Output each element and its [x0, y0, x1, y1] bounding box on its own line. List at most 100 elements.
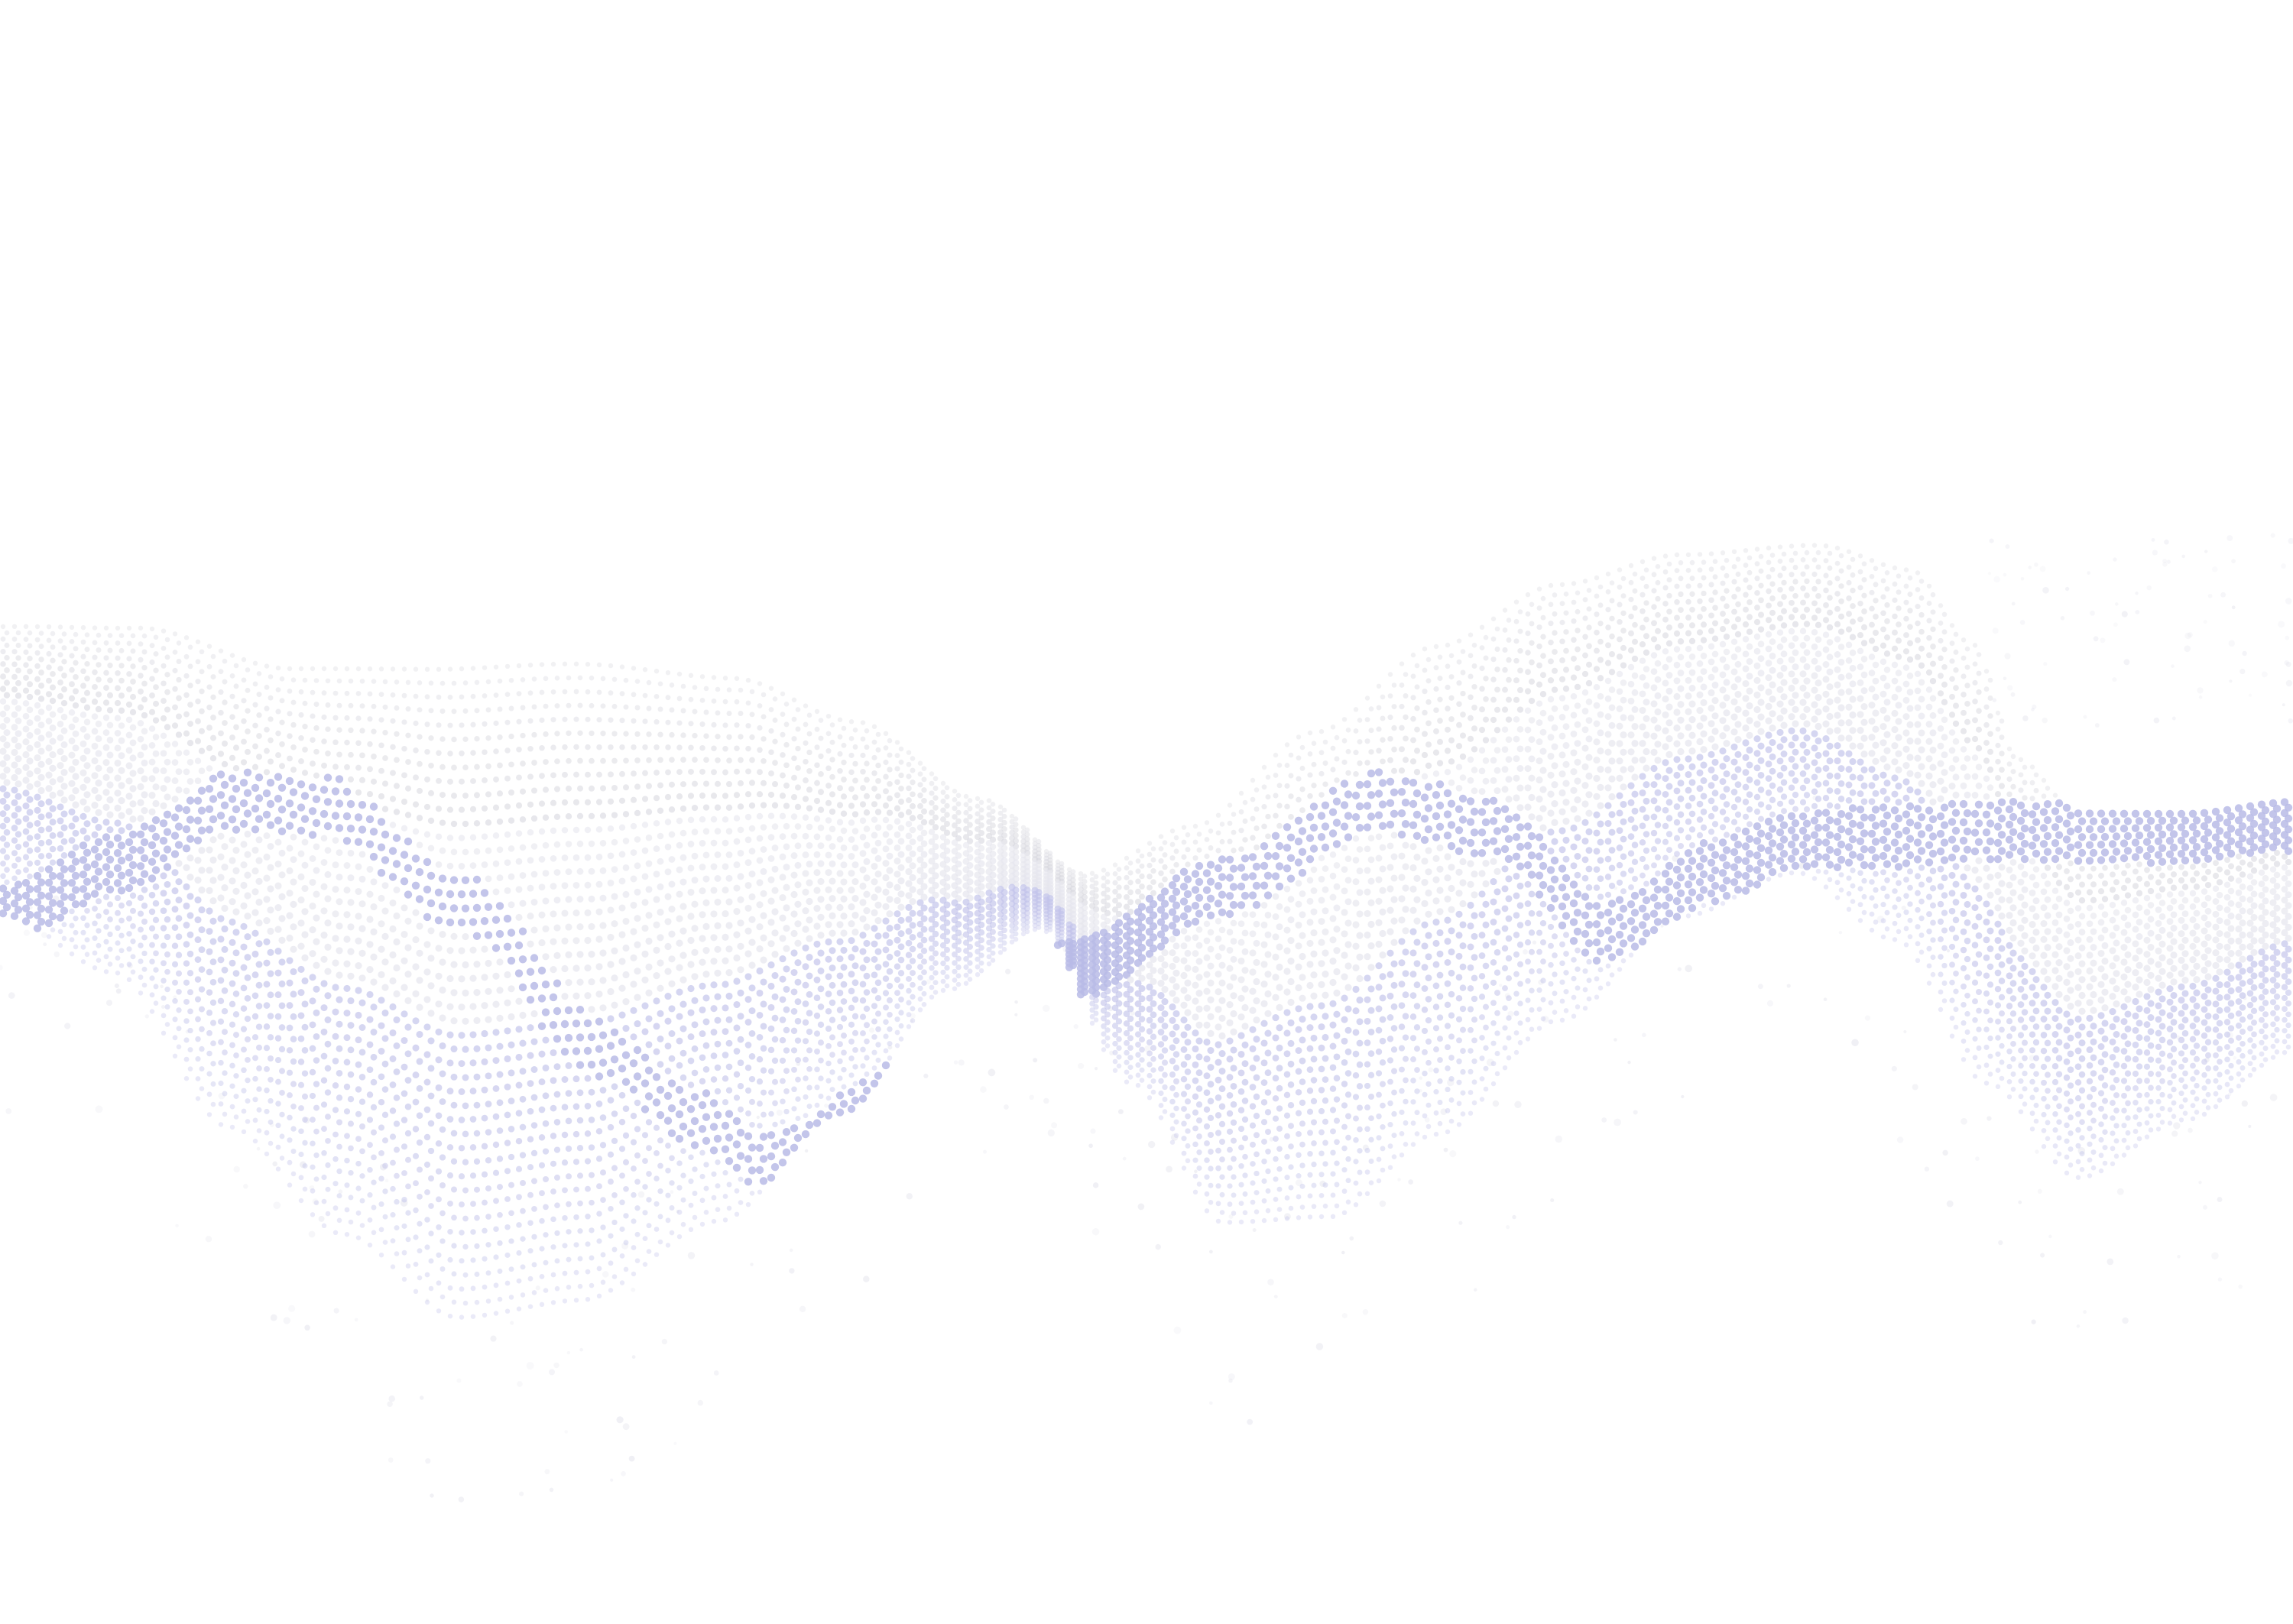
ribbon-dot [645, 1145, 653, 1152]
ribbon-dot [435, 861, 443, 868]
dust-dot [2034, 562, 2038, 567]
ribbon-dot [209, 1019, 217, 1026]
ribbon-dot [244, 871, 251, 879]
ribbon-dot [11, 875, 18, 882]
ribbon-dot [1101, 898, 1107, 905]
dust-dot [2238, 1284, 2243, 1289]
ribbon-dot [459, 750, 465, 757]
ribbon-dot [3, 767, 11, 774]
ribbon-dot [588, 1117, 595, 1123]
ribbon-dot [251, 1034, 259, 1041]
ribbon-dot [1116, 867, 1122, 872]
ribbon-dot [715, 710, 721, 716]
dust-dot [2048, 1234, 2052, 1239]
ribbon-dot [394, 757, 400, 763]
ribbon-dot [297, 850, 305, 857]
ribbon-dot [688, 673, 694, 678]
ribbon-dot [359, 1198, 365, 1204]
ribbon-dot [45, 798, 53, 806]
ribbon-dot [37, 721, 45, 729]
ribbon-dot [462, 1187, 469, 1194]
ribbon-dot [860, 785, 866, 792]
ribbon-dot [278, 915, 286, 922]
ribbon-dot [944, 785, 950, 791]
ribbon-dot [149, 692, 155, 699]
ribbon-dot [783, 1026, 790, 1034]
dust-dot [269, 1122, 274, 1127]
ribbon-dot [462, 764, 469, 771]
ribbon-dot [897, 851, 905, 858]
ribbon-dot [1112, 871, 1118, 877]
ribbon-dot [527, 1136, 534, 1143]
ribbon-dot [172, 704, 178, 711]
ribbon-dot [573, 716, 579, 722]
ribbon-dot [290, 767, 297, 773]
ribbon-dot [72, 787, 79, 795]
ribbon-dot [634, 862, 641, 870]
ribbon-dot [297, 1012, 305, 1019]
ribbon-dot [290, 1103, 297, 1110]
ribbon-dot [378, 717, 384, 723]
ribbon-dot [748, 802, 756, 809]
ribbon-dot [699, 674, 705, 679]
ribbon-dot [585, 662, 591, 667]
ribbon-dot [663, 1117, 673, 1125]
ribbon-dot [140, 870, 149, 878]
ribbon-dot [767, 1131, 776, 1139]
ribbon-dot [33, 924, 42, 932]
ribbon-dot [336, 971, 343, 979]
ribbon-dot [438, 874, 447, 883]
ribbon-dot [668, 930, 676, 938]
ribbon-dot [840, 878, 848, 886]
ribbon-dot [527, 1080, 534, 1088]
dust-dot [425, 1298, 430, 1302]
ribbon-dot [469, 862, 477, 869]
ribbon-dot [1066, 867, 1072, 873]
ribbon-dot [691, 852, 699, 860]
ribbon-dot [95, 735, 102, 742]
ribbon-dot [634, 1178, 641, 1185]
ribbon-dot [909, 898, 916, 906]
dust-dot [2042, 717, 2048, 724]
ribbon-dot [542, 1148, 550, 1155]
ribbon-dot [813, 887, 821, 894]
ribbon-dot [313, 1104, 320, 1111]
ribbon-dot [447, 1228, 453, 1235]
ribbon-dot [206, 887, 213, 894]
dust-dot [1901, 905, 1906, 911]
ribbon-dot [1100, 1007, 1108, 1014]
ribbon-dot [228, 815, 237, 824]
ribbon-dot [34, 859, 41, 866]
ribbon-dot [630, 796, 637, 803]
ribbon-dot [416, 1058, 423, 1065]
ribbon-dot [462, 1215, 469, 1222]
dust-dot [953, 1060, 958, 1065]
ribbon-dot [783, 802, 790, 809]
ribbon-dot [676, 695, 683, 702]
ribbon-dot [782, 1148, 791, 1157]
ribbon-dot [324, 1040, 332, 1048]
ribbon-dot [840, 912, 848, 920]
ribbon-dot [1116, 893, 1122, 900]
ribbon-dot [137, 751, 144, 759]
ribbon-dot [920, 818, 928, 826]
ribbon-dot [504, 1196, 511, 1202]
ribbon-dot [56, 858, 65, 867]
ribbon-dot [255, 981, 263, 989]
dust-dot [1627, 1060, 1631, 1065]
ribbon-dot [1123, 903, 1130, 910]
ribbon-dot [331, 787, 340, 796]
ribbon-dot [485, 1298, 491, 1304]
ribbon-dot [641, 1079, 650, 1088]
ribbon-dot [630, 1139, 637, 1146]
ribbon-dot [153, 667, 159, 673]
ribbon-dot [175, 786, 183, 794]
ribbon-dot [485, 1016, 492, 1023]
dust-dot [1499, 984, 1503, 987]
ribbon-dot [1101, 867, 1107, 873]
ribbon-dot [553, 1119, 561, 1126]
ribbon-dot [68, 737, 76, 744]
ribbon-dot [527, 746, 534, 752]
ribbon-dot [159, 819, 168, 828]
ribbon-dot [738, 1176, 744, 1182]
